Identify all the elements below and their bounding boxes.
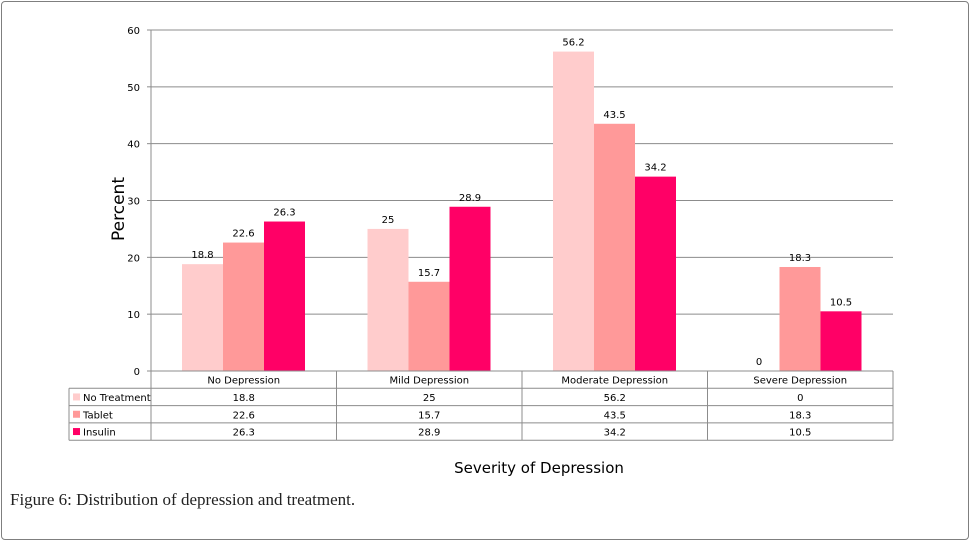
legend-swatch xyxy=(73,410,80,418)
table-cell: 26.3 xyxy=(233,428,255,439)
legend-swatch xyxy=(73,393,80,401)
table-cell: 15.7 xyxy=(418,410,440,421)
y-tick-label: 40 xyxy=(127,140,140,151)
data-label: 43.5 xyxy=(603,110,625,121)
table-cell: 0 xyxy=(797,393,803,404)
table-cell: 18.3 xyxy=(789,410,811,421)
data-label: 25 xyxy=(382,215,395,226)
data-label: 18.3 xyxy=(789,253,811,264)
bar xyxy=(594,123,635,372)
category-label: No Depression xyxy=(207,376,280,387)
figure-caption: Figure 6: Distribution of depression and… xyxy=(10,490,355,510)
data-label: 18.8 xyxy=(191,250,213,261)
figure-caption-text: Distribution of depression and treatment… xyxy=(71,490,356,509)
y-tick-label: 10 xyxy=(127,310,140,321)
table-cell: 56.2 xyxy=(604,393,626,404)
table-cell: 10.5 xyxy=(789,428,811,439)
legend-label: Insulin xyxy=(83,428,116,439)
legend-label: No Treatment xyxy=(83,393,151,404)
y-axis-title: Percent xyxy=(109,177,129,241)
bar xyxy=(408,281,450,371)
category-label: Moderate Depression xyxy=(561,376,668,387)
data-label: 10.5 xyxy=(830,297,852,308)
data-label: 22.6 xyxy=(232,229,254,240)
table-cell: 22.6 xyxy=(233,410,255,421)
table-cell: 18.8 xyxy=(233,393,255,404)
figure-caption-label: Figure 6: xyxy=(10,490,72,509)
table-cell: 28.9 xyxy=(418,428,440,439)
data-label: 15.7 xyxy=(418,268,440,279)
table-cell: 25 xyxy=(423,393,436,404)
data-label: 0 xyxy=(756,357,762,368)
y-tick-label: 60 xyxy=(127,26,140,37)
bar xyxy=(779,266,821,371)
bar xyxy=(264,221,305,371)
bar xyxy=(182,264,223,371)
category-label: Severe Depression xyxy=(753,376,847,387)
y-tick-label: 20 xyxy=(127,253,140,264)
bar xyxy=(367,228,409,371)
bar xyxy=(553,51,594,371)
y-tick-label: 50 xyxy=(127,83,140,94)
table-cell: 34.2 xyxy=(604,428,626,439)
y-tick-label: 0 xyxy=(134,367,140,378)
bar xyxy=(449,206,491,371)
table-cell: 43.5 xyxy=(604,410,626,421)
data-label: 28.9 xyxy=(459,193,481,204)
data-label: 34.2 xyxy=(644,163,666,174)
data-label: 56.2 xyxy=(562,38,584,49)
legend-label: Tablet xyxy=(82,410,113,421)
x-axis-title: Severity of Depression xyxy=(454,459,624,477)
y-tick-label: 30 xyxy=(127,197,140,208)
data-label: 26.3 xyxy=(273,208,295,219)
category-label: Mild Depression xyxy=(389,376,469,387)
bar xyxy=(223,242,264,371)
legend-swatch xyxy=(73,428,80,436)
bar xyxy=(820,311,862,371)
bar xyxy=(635,176,676,371)
